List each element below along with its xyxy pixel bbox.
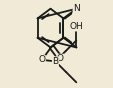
Text: N: N (72, 4, 79, 13)
Text: O: O (56, 54, 63, 63)
Text: B: B (52, 57, 58, 66)
Text: OH: OH (69, 22, 83, 31)
Text: O: O (38, 55, 45, 64)
